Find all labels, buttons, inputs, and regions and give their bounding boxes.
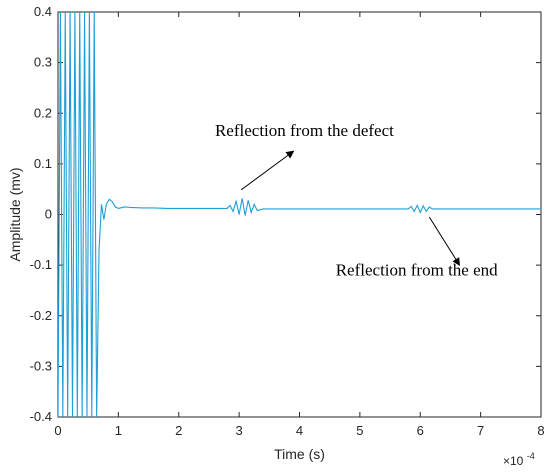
x-axis-exponent: ×10 -4 [503,451,535,468]
annotation-arrow [240,150,295,191]
x-tick-label: 6 [417,423,424,438]
x-tick-label: 2 [175,423,182,438]
y-axis-label: Amplitude (mv) [7,167,23,261]
plot-box [57,11,542,418]
y-tick-label: 0.4 [34,4,52,19]
plot-frame [57,11,542,418]
x-tick-label: 0 [54,423,61,438]
y-tick-label: 0 [45,207,52,222]
x-tick-label: 5 [356,423,363,438]
annotations: Reflection from the defect Reflection fro… [215,121,498,279]
x-tick-label: 8 [537,423,544,438]
x-tick-label: 4 [296,423,303,438]
x-axis-power: -4 [527,451,535,461]
series-line [58,12,541,417]
y-tick-label: -0.1 [30,257,52,272]
x-tick-label: 3 [236,423,243,438]
x-tick-label: 7 [477,423,484,438]
y-tick-label: -0.3 [30,358,52,373]
annotation-label: Reflection from the end [336,260,498,279]
axis-ticks: 0 1 2 3 4 5 6 7 8 -0.4 -0.3 -0.2 -0.1 0 0.1 0.2 0.3 0.4 [30,4,545,438]
y-tick-label: -0.4 [30,409,52,424]
x-axis-multiplier: ×10 [503,454,524,468]
y-tick-label: 0.3 [34,55,52,70]
y-tick-label: -0.2 [30,308,52,323]
annotation-label: Reflection from the defect [215,121,394,140]
annotation-arrow [428,216,461,266]
y-tick-label: 0.2 [34,105,52,120]
x-axis-label: Time (s) [274,446,325,462]
y-tick-label: 0.1 [34,156,52,171]
x-tick-label: 1 [115,423,122,438]
series-layer [58,12,541,417]
